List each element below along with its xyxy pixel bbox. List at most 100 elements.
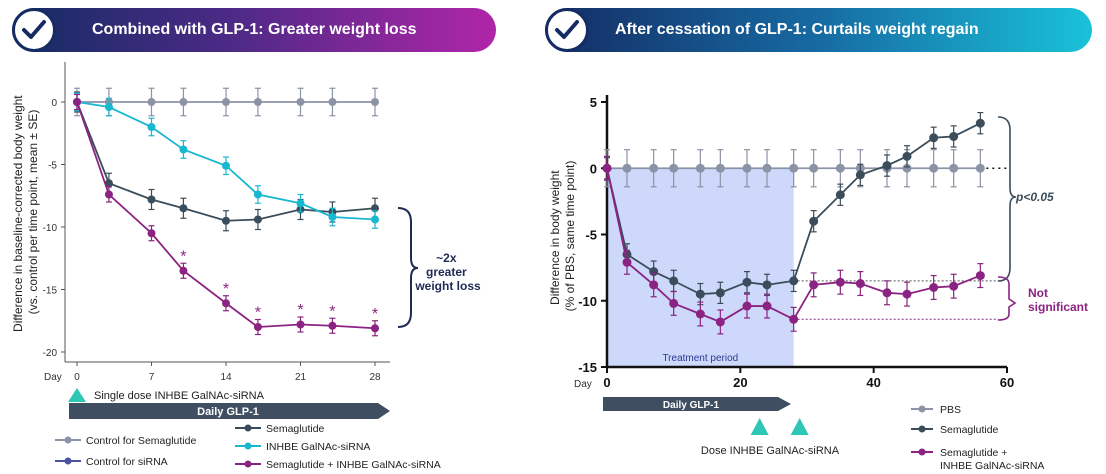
left-bracket [397, 207, 419, 328]
legend-swatch-marker [918, 448, 926, 456]
series-semaglutide-inhbe-galnac-sirna [73, 93, 379, 337]
data-point [742, 277, 752, 287]
right-banner-title: After cessation of GLP-1: Curtails weigh… [615, 21, 979, 38]
data-point [296, 320, 305, 329]
left-dose-label: Single dose INHBE GalNAc-siRNA [94, 390, 265, 402]
right-y-tick-label: -10 [578, 294, 597, 309]
data-point [975, 163, 985, 173]
right-legend: PBS Semaglutide Semaglutide +INHBE GalNAc-… [911, 404, 1044, 472]
legend-label: Control for siRNA [86, 456, 168, 468]
series-semaglutide-inhbe-galnac-sirna [602, 155, 985, 335]
legend-swatch-marker [918, 425, 926, 433]
right-x-axis-label: Day [574, 379, 592, 390]
data-point [179, 98, 188, 106]
legend-swatch-marker [244, 442, 252, 450]
checkmark-icon [12, 8, 56, 52]
legend-label: Semaglutide + [940, 447, 1007, 459]
data-point [669, 298, 679, 308]
data-point [179, 204, 188, 213]
right-x-tick-label: 60 [1000, 375, 1014, 390]
legend-label: INHBE GalNAc-siRNA [266, 441, 370, 453]
data-point [371, 98, 379, 106]
treatment-period-label: Treatment period [662, 353, 738, 364]
legend-item-semaglutide: Semaglutide +INHBE GalNAc-siRNA [911, 447, 1044, 472]
pvalue-label: p<0.05 [1015, 190, 1054, 204]
legend-swatch-marker [918, 405, 926, 413]
data-point [371, 324, 379, 333]
legend-label: PBS [940, 404, 961, 416]
data-point [929, 133, 939, 143]
data-point [649, 267, 659, 277]
data-point [902, 163, 912, 173]
right-banner: After cessation of GLP-1: Curtails weigh… [545, 8, 1092, 52]
series-control-for-semaglutide [73, 87, 379, 117]
data-point [742, 163, 752, 173]
data-point [762, 163, 772, 173]
data-point [975, 271, 985, 281]
data-point [809, 163, 819, 173]
data-point [695, 163, 705, 173]
data-point [649, 280, 659, 290]
right-y-tick-label: -5 [585, 228, 597, 243]
data-point [602, 163, 612, 173]
right-chart: 5 0 -5 -10 -15 0 20 40 60 Day Difference in body … [548, 95, 1088, 472]
left-x-tick-label: 28 [369, 372, 381, 383]
data-point [949, 131, 959, 141]
ns-line-1: Not [1028, 286, 1048, 300]
left-y-axis-label: Difference in baseline-corrected body we… [11, 92, 40, 332]
left-chart: 0 -5 -10 -15 -20 0 7 14 21 28 Day * * * * * * Differenc… [11, 62, 481, 471]
data-point [929, 283, 939, 292]
data-point [222, 161, 230, 170]
data-point [104, 179, 113, 188]
legend-label: Control for Semaglutide [86, 435, 196, 447]
bracket-line-2: greater [426, 265, 467, 279]
data-point [222, 98, 230, 106]
legend-swatch-marker [64, 457, 72, 465]
data-point [104, 103, 113, 111]
significance-star: * [223, 281, 229, 298]
left-y-tick-label: 0 [51, 98, 57, 109]
left-banner-title: Combined with GLP-1: Greater weight loss [92, 21, 417, 38]
left-y-tick-label: -20 [43, 348, 58, 359]
legend-item-pbs: PBS [911, 404, 961, 416]
data-point [147, 195, 156, 204]
significance-star: * [297, 302, 303, 319]
data-point [809, 280, 819, 290]
data-point [73, 98, 81, 106]
legend-item-semaglutide: Semaglutide [235, 423, 325, 435]
data-point [371, 215, 379, 224]
right-y-axis-label: Difference in body weight (% of PBS, sam… [548, 161, 577, 312]
bracket-line-1: ~2x [436, 251, 457, 265]
data-point [809, 216, 819, 226]
right-y-tick-label: 0 [590, 161, 597, 176]
left-x-tick-label: 7 [149, 372, 155, 383]
left-banner: Combined with GLP-1: Greater weight loss [12, 8, 496, 52]
bracket-text: ~2x greater weight loss [414, 251, 481, 293]
data-point [949, 163, 959, 173]
data-point [296, 98, 305, 106]
data-point [695, 289, 705, 299]
data-point [147, 98, 156, 106]
legend-swatch-marker [244, 424, 252, 432]
data-point [147, 229, 156, 238]
data-point [622, 257, 632, 267]
data-point [975, 118, 985, 128]
left-x-tick-label: 21 [295, 372, 307, 383]
data-point [649, 163, 659, 173]
left-y-tick-label: -10 [43, 223, 58, 234]
dose-triangle-icon [790, 418, 809, 435]
data-point [328, 98, 337, 106]
data-point [715, 288, 725, 298]
bracket-line-3: weight loss [414, 279, 481, 293]
left-x-tick-label: 14 [220, 372, 232, 383]
data-point [328, 213, 337, 221]
legend-item-control-for-sirna: Control for siRNA [55, 456, 168, 468]
legend-label: Semaglutide + INHBE GalNAc-siRNA [266, 459, 441, 471]
legend-item-inhbe-galnac-sirna: INHBE GalNAc-siRNA [235, 441, 370, 453]
data-point [179, 145, 188, 154]
data-point [789, 276, 799, 286]
data-point [855, 170, 865, 180]
left-y-tick-label: -15 [43, 286, 58, 297]
right-y-tick-label: -15 [578, 360, 597, 375]
data-point [715, 317, 725, 327]
